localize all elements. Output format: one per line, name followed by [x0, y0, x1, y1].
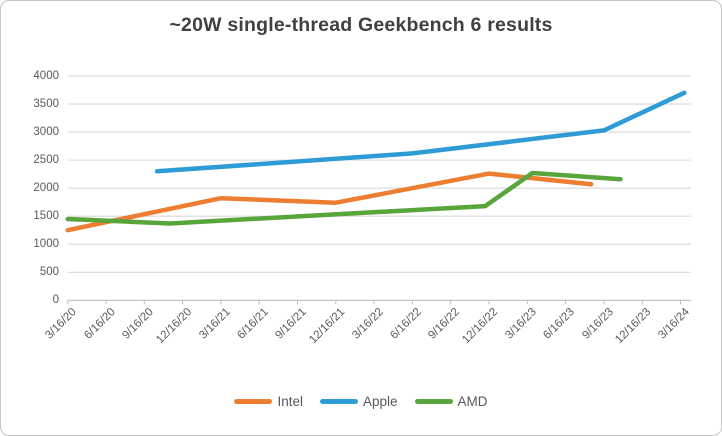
- y-axis-label: 2000: [33, 182, 59, 195]
- y-axis-label: 4000: [33, 70, 59, 82]
- legend-label: Intel: [277, 393, 303, 409]
- legend-item-amd: AMD: [414, 393, 488, 409]
- y-axis-label: 2500: [33, 154, 59, 167]
- y-axis-label: 3500: [33, 98, 59, 111]
- y-axis-label: 0: [52, 294, 59, 307]
- legend-label: Apple: [363, 393, 398, 409]
- legend-item-apple: Apple: [320, 394, 398, 409]
- legend-swatch-apple: [320, 398, 358, 404]
- y-axis-label: 1000: [33, 238, 59, 251]
- y-axis-label: 500: [39, 266, 59, 279]
- chart-title: ~20W single-thread Geekbench 6 results: [169, 14, 553, 36]
- legend-swatch-intel: [234, 398, 273, 404]
- legend-label: AMD: [457, 393, 488, 409]
- series-line-apple: [154, 90, 687, 174]
- series-line-amd: [65, 170, 623, 226]
- y-axis-label: 1500: [33, 210, 59, 223]
- y-axis-label: 3000: [33, 126, 59, 139]
- legend-swatch-amd: [414, 398, 453, 404]
- legend-item-intel: Intel: [234, 394, 303, 409]
- legend: Intel Apple AMD: [1, 390, 721, 412]
